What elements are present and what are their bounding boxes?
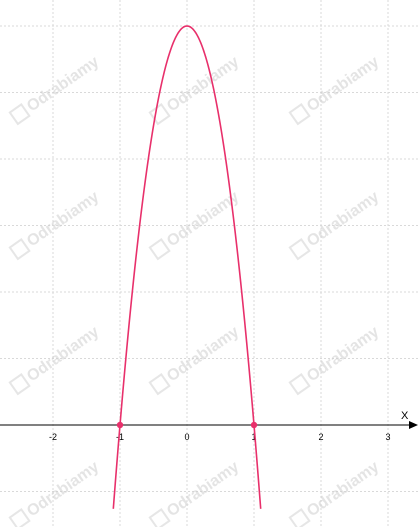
x-tick-label: 0 (184, 432, 189, 442)
svg-text:Odrabiamy: Odrabiamy (304, 323, 382, 385)
svg-text:Odrabiamy: Odrabiamy (164, 323, 242, 385)
watermark-logo: Odrabiamy (288, 458, 382, 527)
svg-text:Odrabiamy: Odrabiamy (24, 53, 102, 115)
svg-text:Odrabiamy: Odrabiamy (304, 188, 382, 250)
x-tick-label: -1 (116, 432, 124, 442)
svg-text:Odrabiamy: Odrabiamy (164, 53, 242, 115)
svg-text:Odrabiamy: Odrabiamy (304, 458, 382, 520)
root-point (116, 421, 124, 429)
x-tick-label: 2 (318, 432, 323, 442)
x-axis-arrow-icon (409, 421, 418, 429)
svg-text:Odrabiamy: Odrabiamy (304, 53, 382, 115)
watermark-logo: Odrabiamy (148, 458, 242, 527)
watermark-layer: Odrabiamy Odrabiamy Odrabiamy Odrabiamy Odra… (8, 53, 382, 527)
watermark-logo: Odrabiamy (148, 323, 242, 396)
root-point (250, 421, 258, 429)
watermark-logo: Odrabiamy (288, 323, 382, 396)
watermark-logo: Odrabiamy (8, 188, 102, 261)
svg-text:Odrabiamy: Odrabiamy (164, 458, 242, 520)
svg-text:Odrabiamy: Odrabiamy (24, 458, 102, 520)
x-tick-label: 3 (385, 432, 390, 442)
watermark-logo: Odrabiamy (148, 53, 242, 126)
svg-text:Odrabiamy: Odrabiamy (24, 323, 102, 385)
watermark-logo: Odrabiamy (288, 188, 382, 261)
x-tick-label: 1 (251, 432, 256, 442)
root-points (116, 421, 258, 429)
watermark-logo: Odrabiamy (8, 323, 102, 396)
x-axis-label: X (401, 410, 409, 422)
x-tick-labels: -2 -1 0 1 2 3 (49, 432, 391, 442)
axes: X (0, 410, 418, 429)
watermark-logo: Odrabiamy (148, 188, 242, 261)
parabola-series-line (112, 25, 262, 509)
watermark-logo: Odrabiamy (288, 53, 382, 126)
x-tick-label: -2 (49, 432, 57, 442)
watermark-logo: Odrabiamy (8, 458, 102, 527)
watermark-logo: Odrabiamy (8, 53, 102, 126)
svg-text:Odrabiamy: Odrabiamy (24, 188, 102, 250)
